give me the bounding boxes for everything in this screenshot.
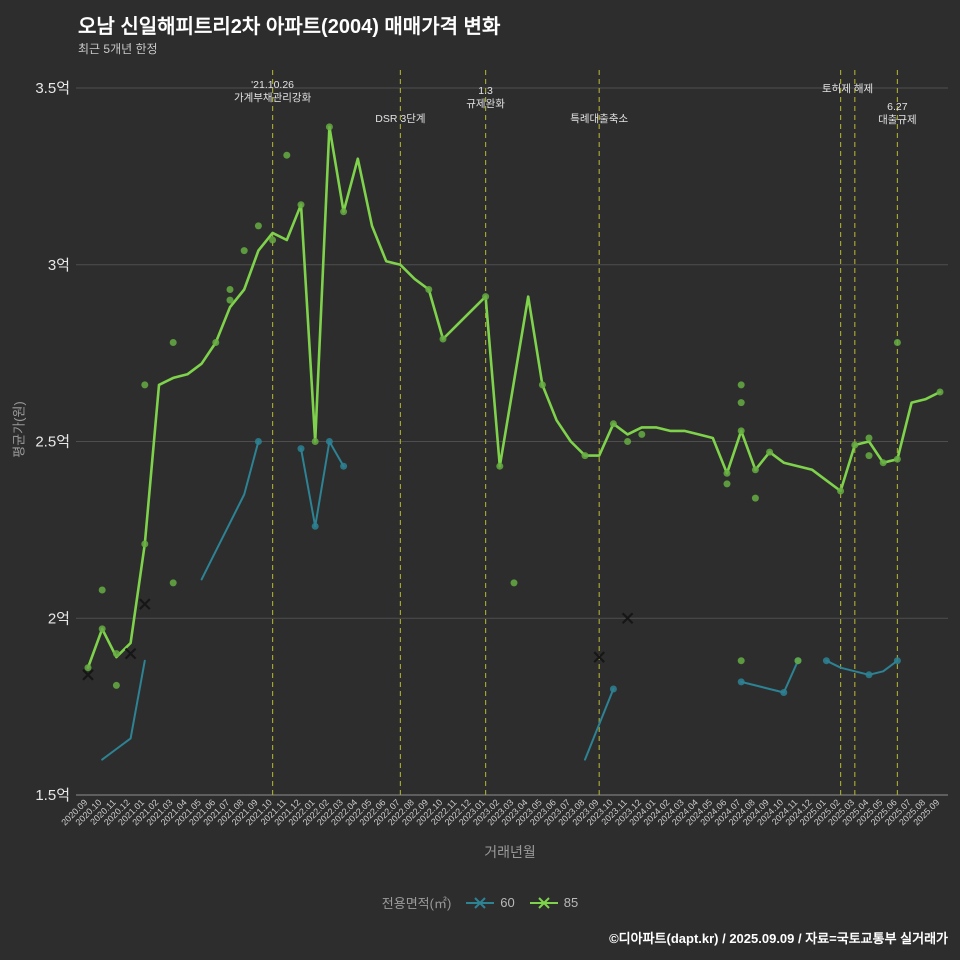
annotation-label: 토허제 해제	[822, 82, 873, 95]
data-point-60	[737, 678, 745, 686]
x-marker-60	[621, 612, 634, 625]
data-point-85	[936, 388, 944, 396]
data-point-85	[723, 469, 731, 477]
data-point-85	[226, 296, 234, 304]
data-point-85	[169, 579, 177, 587]
data-point-85	[751, 494, 759, 502]
data-point-85	[226, 286, 234, 293]
x-marker-85	[82, 669, 94, 681]
annotation-label: 특례대출축소	[570, 113, 628, 125]
data-point-60	[340, 462, 348, 470]
legend-item-85[interactable]: 85	[529, 895, 578, 910]
data-point-85	[297, 201, 305, 209]
data-point-85	[425, 286, 433, 293]
data-point-85	[84, 664, 92, 672]
data-point-60	[311, 522, 319, 530]
data-point-85	[141, 540, 149, 548]
series-line-60	[101, 440, 899, 761]
y-tick-label: 1.5억	[35, 787, 70, 804]
data-point-85	[737, 399, 745, 407]
legend-item-label-85: 85	[563, 895, 579, 910]
data-point-85	[112, 650, 120, 658]
data-point-85	[98, 625, 106, 633]
data-point-85	[638, 430, 646, 438]
data-point-85	[538, 381, 546, 389]
y-tick-label: 3.5억	[35, 80, 70, 97]
y-axis-label: 평균가(원)	[11, 401, 27, 458]
data-point-85	[865, 434, 873, 442]
annotation-label: 가계부채관리강화	[234, 92, 312, 104]
annotation-label: 대출규제	[878, 114, 917, 126]
data-point-60	[297, 445, 305, 453]
data-point-85	[766, 448, 774, 456]
data-point-85	[751, 466, 759, 474]
data-point-85	[340, 208, 348, 216]
legend: 전용면적(㎡) 60 85	[0, 893, 960, 912]
page-title: 오남 신일해피트리2차 아파트(2004) 매매가격 변화	[78, 16, 501, 38]
data-point-60	[865, 671, 873, 679]
y-tick-label: 2억	[48, 610, 70, 627]
data-point-85	[723, 480, 731, 488]
data-point-85	[893, 339, 901, 346]
data-point-85	[624, 438, 632, 445]
data-point-85	[794, 657, 802, 665]
data-point-85	[212, 339, 220, 346]
legend-item-60[interactable]: 60	[465, 895, 515, 910]
data-point-85	[240, 247, 248, 255]
data-point-60	[822, 657, 830, 665]
data-point-85	[837, 487, 845, 495]
price-chart: 1.5억2억2.5억3억3.5억2020.092020.102020.11202…	[35, 70, 948, 827]
data-point-85	[254, 222, 262, 230]
footer-credit: ©디아파트(dapt.kr) / 2025.09.09 / 자료=국토교통부 실…	[609, 931, 948, 946]
data-point-85	[496, 462, 504, 470]
data-point-85	[98, 586, 106, 594]
data-point-85	[169, 339, 177, 346]
data-point-85	[510, 579, 518, 587]
data-point-60	[254, 438, 262, 445]
data-point-85	[311, 438, 319, 445]
annotation-label: 1.3	[478, 85, 493, 97]
annotation-label: '21.10.26	[251, 79, 294, 91]
data-point-85	[112, 681, 120, 689]
data-point-85	[482, 293, 490, 301]
data-point-85	[141, 381, 149, 389]
data-point-60	[609, 685, 617, 693]
annotation-label: DSR 3단계	[375, 113, 425, 125]
legend-item-label-60: 60	[500, 895, 515, 910]
x-marker-85	[124, 647, 137, 660]
data-point-85	[851, 441, 859, 449]
data-point-85	[269, 236, 277, 244]
data-point-60	[780, 689, 788, 696]
annotation-label: 6.27	[887, 101, 908, 113]
x-axis-label: 거래년월	[484, 844, 536, 860]
annotation-label: 규제완화	[466, 97, 505, 110]
data-point-85	[439, 335, 447, 343]
data-point-85	[325, 123, 333, 131]
y-tick-label: 3억	[48, 257, 70, 274]
x-marker-85	[593, 651, 605, 663]
legend-marker-60-icon	[466, 896, 495, 909]
legend-title: 전용면적(㎡)	[381, 896, 452, 911]
y-tick-label: 2.5억	[35, 434, 70, 451]
data-point-85	[737, 381, 745, 389]
data-point-85	[737, 427, 745, 435]
data-point-85	[581, 452, 589, 460]
data-point-60	[325, 438, 333, 445]
data-point-85	[283, 151, 291, 159]
series-line-85	[86, 125, 942, 669]
data-point-85	[865, 452, 873, 460]
page-subtitle: 최근 5개년 한정	[78, 42, 158, 56]
x-marker-60	[139, 598, 151, 610]
legend-marker-85-icon	[529, 896, 558, 909]
data-point-85	[893, 455, 901, 463]
data-point-60	[893, 657, 901, 665]
data-point-85	[879, 459, 887, 467]
data-point-85	[609, 420, 617, 428]
data-point-85	[737, 657, 745, 665]
